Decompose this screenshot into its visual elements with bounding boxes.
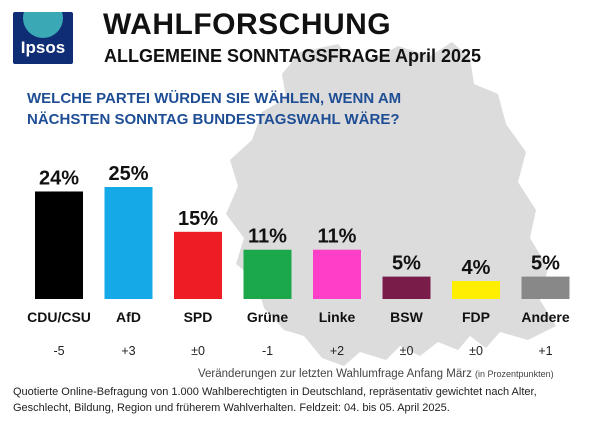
bar-bsw xyxy=(382,276,431,299)
category-label-andere: Andere xyxy=(521,309,569,325)
change-label-linke: +2 xyxy=(330,344,344,358)
bars-layer xyxy=(35,187,570,299)
bar-grüne xyxy=(243,249,292,299)
category-label-spd: SPD xyxy=(184,309,213,325)
category-label-afd: AfD xyxy=(116,309,141,325)
labels-layer: 24% CDU/CSU -5 25% AfD +3 15% SPD ±0 11% Grüne -1 11… xyxy=(27,163,570,358)
value-label-afd: 25% xyxy=(108,163,148,185)
change-label-bsw: ±0 xyxy=(400,344,414,358)
change-label-andere: +1 xyxy=(538,344,552,358)
methodology-footnote: Quotierte Online-Befragung von 1.000 Wah… xyxy=(13,386,537,414)
change-label-spd: ±0 xyxy=(191,344,205,358)
value-label-linke: 11% xyxy=(318,226,357,248)
bar-fdp xyxy=(452,281,500,299)
logo-text: Ipsos xyxy=(20,38,66,57)
category-label-linke: Linke xyxy=(319,309,356,325)
page-title: WAHLFORSCHUNG xyxy=(103,8,392,41)
bar-andere xyxy=(521,276,570,299)
survey-question: WELCHE PARTEI WÜRDEN SIE WÄHLEN, WENN AM… xyxy=(27,90,402,128)
bar-spd xyxy=(174,231,222,299)
value-label-grüne: 11% xyxy=(248,226,287,248)
value-label-cdu-csu: 24% xyxy=(39,167,79,189)
category-label-bsw: BSW xyxy=(390,309,423,325)
value-label-bsw: 5% xyxy=(392,253,421,275)
value-label-spd: 15% xyxy=(178,208,218,230)
page-subtitle: ALLGEMEINE SONNTAGSFRAGE April 2025 xyxy=(104,46,482,66)
changes-note-unit: (in Prozentpunkten) xyxy=(475,369,554,379)
bar-cdu-csu xyxy=(35,191,83,299)
category-label-cdu-csu: CDU/CSU xyxy=(27,309,91,325)
change-label-grüne: -1 xyxy=(262,344,273,358)
value-label-andere: 5% xyxy=(531,253,560,275)
change-label-cdu-csu: -5 xyxy=(53,344,64,358)
logo-arc-shape xyxy=(23,12,63,38)
bar-afd xyxy=(104,187,153,299)
change-label-afd: +3 xyxy=(121,344,135,358)
change-label-fdp: ±0 xyxy=(469,344,483,358)
category-label-fdp: FDP xyxy=(462,309,490,325)
category-label-grüne: Grüne xyxy=(247,309,288,325)
bar-linke xyxy=(313,249,361,299)
changes-note: Veränderungen zur letzten Wahlumfrage An… xyxy=(198,368,554,380)
ipsos-logo: Ipsos xyxy=(13,12,73,64)
changes-note-text: Veränderungen zur letzten Wahlumfrage An… xyxy=(198,368,472,380)
value-label-fdp: 4% xyxy=(462,257,491,279)
